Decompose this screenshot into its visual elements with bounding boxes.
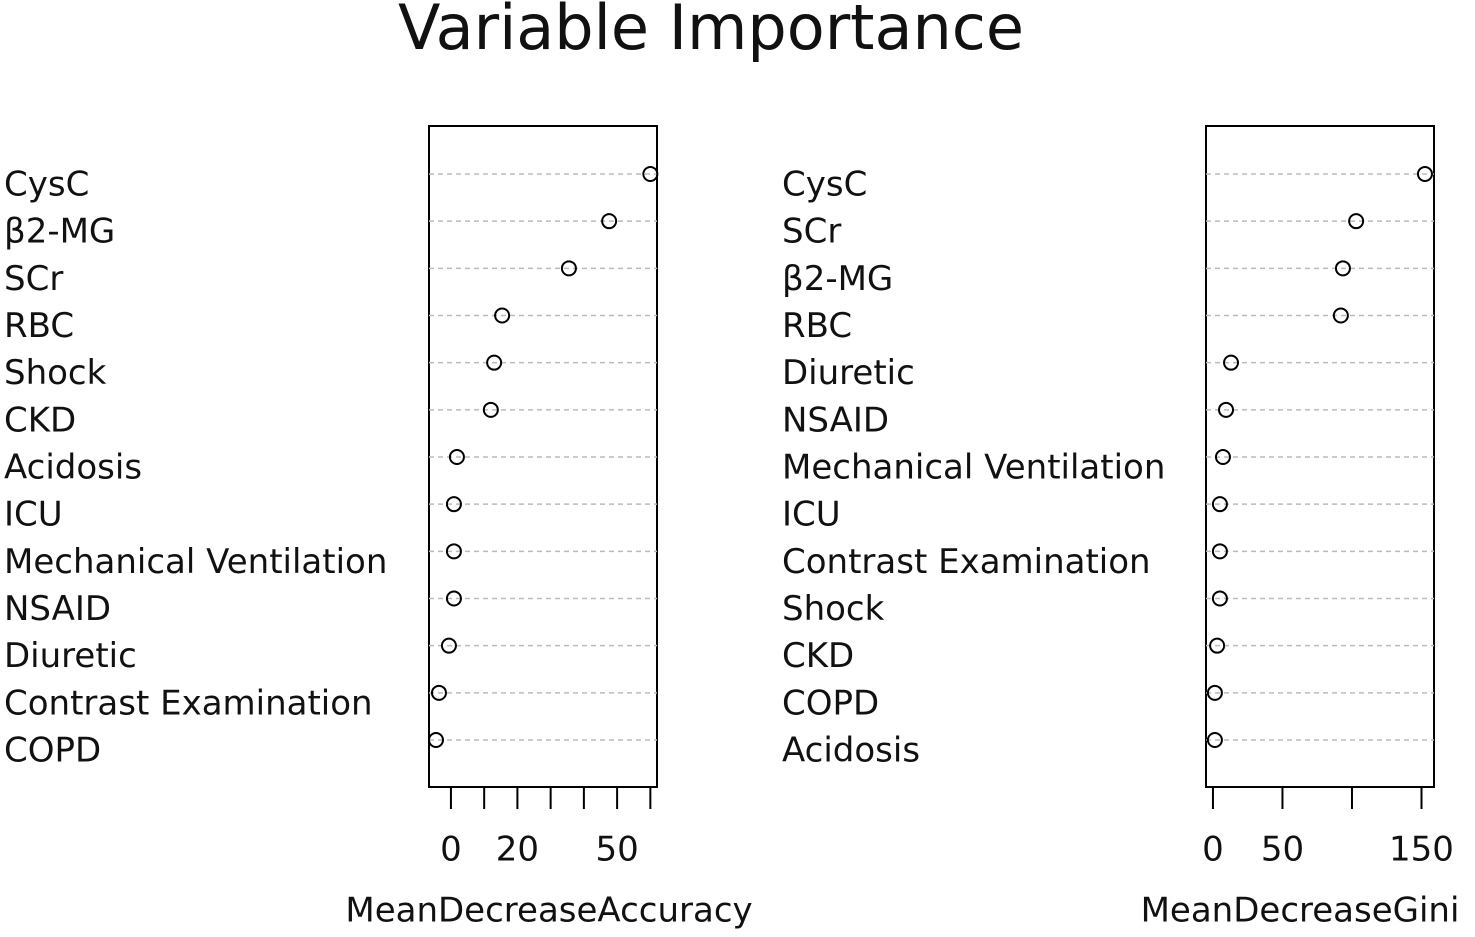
x-tick-label: 0 [1202,830,1224,870]
category-label: NSAID [4,589,111,629]
x-axis-label: MeanDecreaseGini [1141,891,1460,931]
dot [1206,684,1223,701]
category-label: Mechanical Ventilation [4,542,387,582]
dot [445,590,462,607]
chart-title: Variable Importance [398,0,1024,64]
category-label: SCr [782,212,841,252]
dot [642,166,659,182]
dot [448,449,465,465]
category-label: Mechanical Ventilation [782,448,1165,488]
dot [486,354,503,371]
category-label: Diuretic [4,636,137,676]
dot [1214,449,1231,465]
dot [430,684,447,701]
category-label: Shock [4,353,107,393]
dot [1218,401,1235,418]
category-label: RBC [782,306,852,346]
dot [494,307,511,324]
category-label: COPD [4,731,101,771]
category-label: Diuretic [782,353,915,393]
dot [445,543,462,560]
category-label: Acidosis [4,448,142,488]
category-label: NSAID [782,400,889,440]
x-tick-label: 150 [1389,830,1454,870]
dot [1332,307,1349,324]
dot [1209,637,1226,654]
category-label: SCr [4,259,63,299]
category-label: CysC [782,165,867,205]
category-label: ICU [782,495,841,535]
category-label: Contrast Examination [4,683,373,723]
x-tick-label: 50 [595,830,638,870]
x-axis-label: MeanDecreaseAccuracy [345,891,752,931]
dot [1211,496,1228,513]
category-label: CysC [4,165,89,205]
category-label: ICU [4,495,63,535]
dot [482,401,499,418]
dot [1334,260,1351,277]
dot [1416,166,1433,182]
dot [1223,354,1240,371]
category-label: Contrast Examination [782,542,1151,582]
category-label: β2-MG [4,212,115,252]
x-tick-label: 0 [440,830,462,870]
dot [560,260,577,277]
category-label: Shock [782,589,885,629]
category-label: β2-MG [782,259,893,299]
category-label: CKD [782,636,854,676]
category-label: Acidosis [782,731,920,771]
category-label: COPD [782,683,879,723]
dot [445,496,462,513]
category-label: RBC [4,306,74,346]
x-tick-label: 50 [1261,830,1304,870]
dot [1211,543,1228,560]
category-label: CKD [4,400,76,440]
dot [440,637,457,654]
dot [1206,732,1223,748]
dot [601,213,618,230]
dot [427,732,444,748]
dot [1348,213,1365,230]
x-tick-label: 20 [496,830,539,870]
dot [1211,590,1228,607]
